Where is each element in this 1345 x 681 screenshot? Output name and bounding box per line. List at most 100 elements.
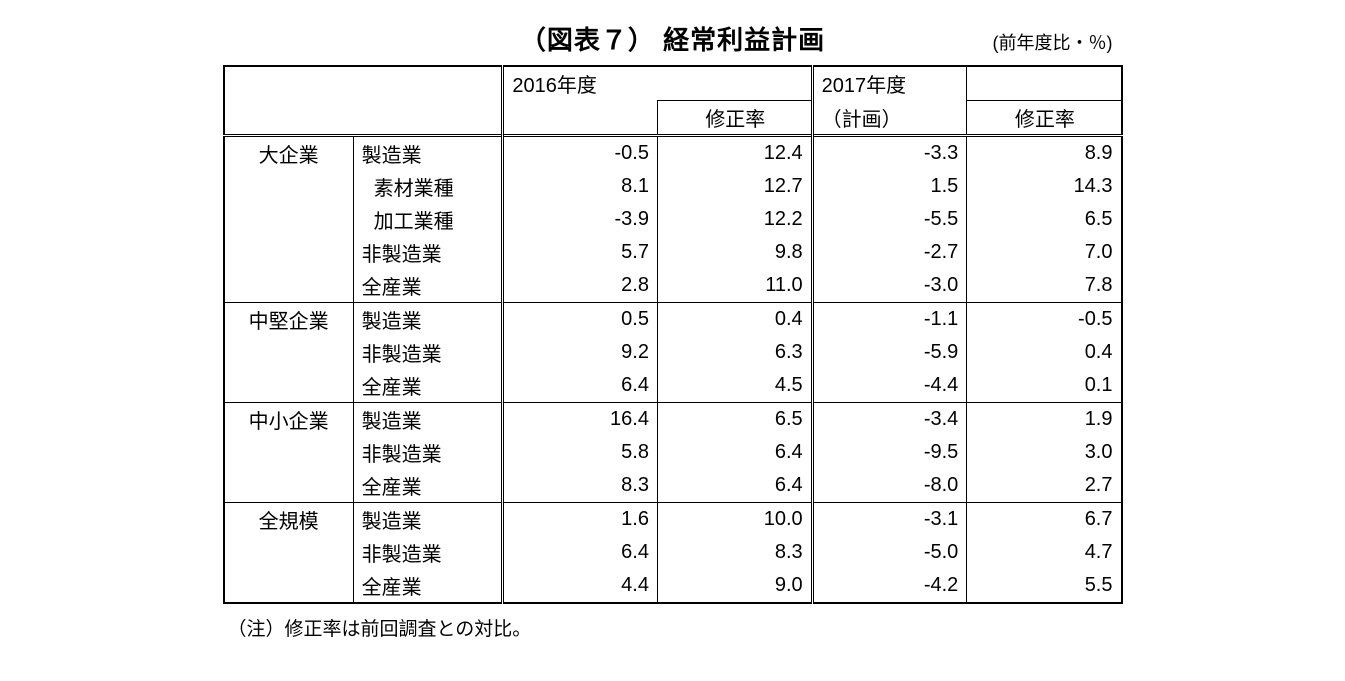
value-cell: 9.8 xyxy=(657,236,812,269)
value-cell: 4.4 xyxy=(503,569,658,603)
value-cell: 4.7 xyxy=(967,536,1122,569)
row-label: 全産業 xyxy=(353,569,503,603)
category-cell: 中堅企業 xyxy=(224,303,354,403)
table-row: 非製造業6.48.3-5.04.7 xyxy=(224,536,1122,569)
category-cell: 全規模 xyxy=(224,503,354,604)
value-cell: 6.4 xyxy=(503,369,658,403)
row-label: 非製造業 xyxy=(353,236,503,269)
table-row: 全産業8.36.4-8.02.7 xyxy=(224,469,1122,503)
row-label: 非製造業 xyxy=(353,436,503,469)
table-row: 大企業製造業-0.512.4-3.38.9 xyxy=(224,136,1122,171)
value-cell: 6.4 xyxy=(657,469,812,503)
value-cell: 2.8 xyxy=(503,269,658,303)
table-header-row: 2016年度 2017年度 xyxy=(224,66,1122,101)
value-cell: -5.0 xyxy=(812,536,967,569)
table-row: 中小企業製造業16.46.5-3.41.9 xyxy=(224,403,1122,437)
row-label: 製造業 xyxy=(353,403,503,437)
value-cell: 5.5 xyxy=(967,569,1122,603)
value-cell: -3.0 xyxy=(812,269,967,303)
table-row: 非製造業9.26.3-5.90.4 xyxy=(224,336,1122,369)
value-cell: 12.7 xyxy=(657,170,812,203)
table-row: 中堅企業製造業0.50.4-1.1-0.5 xyxy=(224,303,1122,337)
row-label: 製造業 xyxy=(353,136,503,171)
value-cell: 8.1 xyxy=(503,170,658,203)
title-row: （図表７） 経常利益計画 (前年度比・％) xyxy=(223,20,1123,57)
category-cell: 大企業 xyxy=(224,136,354,303)
value-cell: 1.9 xyxy=(967,403,1122,437)
value-cell: 2.7 xyxy=(967,469,1122,503)
row-label: 製造業 xyxy=(353,303,503,337)
value-cell: -3.3 xyxy=(812,136,967,171)
row-label: 製造業 xyxy=(353,503,503,537)
value-cell: 0.4 xyxy=(967,336,1122,369)
unit-label: (前年度比・％) xyxy=(993,29,1113,55)
value-cell: 6.4 xyxy=(657,436,812,469)
value-cell: -8.0 xyxy=(812,469,967,503)
row-label: 非製造業 xyxy=(353,336,503,369)
table-row: 全産業4.49.0-4.25.5 xyxy=(224,569,1122,603)
value-cell: 6.3 xyxy=(657,336,812,369)
table-body: 大企業製造業-0.512.4-3.38.9素材業種8.112.71.514.3加… xyxy=(224,136,1122,604)
value-cell: 14.3 xyxy=(967,170,1122,203)
row-label: 全産業 xyxy=(353,269,503,303)
category-cell: 中小企業 xyxy=(224,403,354,503)
table-row: 全産業2.811.0-3.07.8 xyxy=(224,269,1122,303)
value-cell: -3.1 xyxy=(812,503,967,537)
header-revision-2: 修正率 xyxy=(967,101,1122,136)
value-cell: 8.3 xyxy=(503,469,658,503)
row-label: 素材業種 xyxy=(353,170,503,203)
value-cell: -5.5 xyxy=(812,203,967,236)
value-cell: 0.5 xyxy=(503,303,658,337)
value-cell: 7.0 xyxy=(967,236,1122,269)
value-cell: 1.5 xyxy=(812,170,967,203)
value-cell: 8.3 xyxy=(657,536,812,569)
value-cell: 5.8 xyxy=(503,436,658,469)
value-cell: 0.1 xyxy=(967,369,1122,403)
value-cell: 12.2 xyxy=(657,203,812,236)
value-cell: 12.4 xyxy=(657,136,812,171)
header-period1: 2016年度 xyxy=(503,66,812,101)
value-cell: -9.5 xyxy=(812,436,967,469)
value-cell: 8.9 xyxy=(967,136,1122,171)
value-cell: 9.0 xyxy=(657,569,812,603)
header-period2-l2: （計画） xyxy=(812,101,967,136)
value-cell: 16.4 xyxy=(503,403,658,437)
value-cell: -0.5 xyxy=(967,303,1122,337)
value-cell: 1.6 xyxy=(503,503,658,537)
table-container: （図表７） 経常利益計画 (前年度比・％) 2016年度 2017年度 修正率 … xyxy=(173,20,1173,641)
table-row: 非製造業5.86.4-9.53.0 xyxy=(224,436,1122,469)
value-cell: -0.5 xyxy=(503,136,658,171)
value-cell: 6.4 xyxy=(503,536,658,569)
value-cell: -3.4 xyxy=(812,403,967,437)
table-row: 全規模製造業1.610.0-3.16.7 xyxy=(224,503,1122,537)
table-row: 全産業6.44.5-4.40.1 xyxy=(224,369,1122,403)
value-cell: -3.9 xyxy=(503,203,658,236)
value-cell: -4.2 xyxy=(812,569,967,603)
header-revision-1: 修正率 xyxy=(657,101,812,136)
value-cell: 9.2 xyxy=(503,336,658,369)
row-label: 全産業 xyxy=(353,369,503,403)
row-label: 非製造業 xyxy=(353,536,503,569)
value-cell: 5.7 xyxy=(503,236,658,269)
value-cell: 6.5 xyxy=(967,203,1122,236)
header-period2-l1: 2017年度 xyxy=(812,66,967,101)
value-cell: 4.5 xyxy=(657,369,812,403)
table-row: 素材業種8.112.71.514.3 xyxy=(224,170,1122,203)
row-label: 加工業種 xyxy=(353,203,503,236)
value-cell: 10.0 xyxy=(657,503,812,537)
value-cell: 6.7 xyxy=(967,503,1122,537)
value-cell: 11.0 xyxy=(657,269,812,303)
row-label: 全産業 xyxy=(353,469,503,503)
value-cell: -1.1 xyxy=(812,303,967,337)
profit-plan-table: 2016年度 2017年度 修正率 （計画） 修正率 大企業製造業-0.512.… xyxy=(223,65,1123,604)
value-cell: 0.4 xyxy=(657,303,812,337)
table-title: （図表７） 経常利益計画 xyxy=(520,20,825,57)
value-cell: -5.9 xyxy=(812,336,967,369)
value-cell: 3.0 xyxy=(967,436,1122,469)
table-row: 加工業種-3.912.2-5.56.5 xyxy=(224,203,1122,236)
value-cell: -4.4 xyxy=(812,369,967,403)
table-row: 非製造業5.79.8-2.77.0 xyxy=(224,236,1122,269)
value-cell: -2.7 xyxy=(812,236,967,269)
value-cell: 6.5 xyxy=(657,403,812,437)
value-cell: 7.8 xyxy=(967,269,1122,303)
